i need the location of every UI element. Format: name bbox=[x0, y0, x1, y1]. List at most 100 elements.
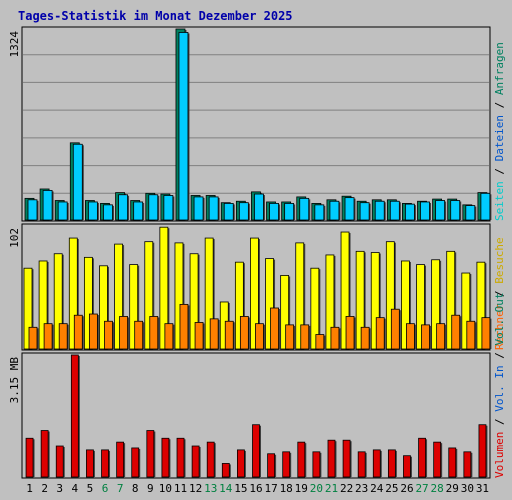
dateien-bar-day-16 bbox=[254, 193, 264, 221]
volumen-bar-day-4 bbox=[70, 354, 79, 478]
day-label-7: 7 bbox=[117, 482, 124, 495]
besuche-bar-day-8 bbox=[129, 264, 139, 350]
dateien-bar-day-26 bbox=[405, 203, 415, 221]
volumen-bar-day-15 bbox=[237, 449, 245, 478]
volumen-bar-day-11 bbox=[176, 437, 185, 478]
rechner-bar-day-16 bbox=[255, 323, 264, 350]
day-label-25: 25 bbox=[385, 482, 398, 495]
top-side-legend-part: / bbox=[493, 95, 506, 115]
volumen-bar-day-24 bbox=[372, 449, 381, 478]
dateien-bar-day-19 bbox=[299, 197, 310, 221]
rechner-bar-day-19 bbox=[300, 324, 310, 350]
besuche-bar-day-7 bbox=[114, 243, 123, 350]
dateien-bar-day-9 bbox=[148, 194, 159, 221]
besuche-bar-day-1 bbox=[23, 267, 33, 350]
bottom-panel: 3.15 MB bbox=[8, 352, 491, 479]
volumen-bar-day-17 bbox=[267, 453, 275, 478]
rechner-bar-day-4 bbox=[73, 314, 83, 350]
volumen-bar-day-7 bbox=[116, 441, 125, 478]
dateien-bar-day-18 bbox=[284, 203, 295, 221]
middle-panel: 102 bbox=[8, 223, 492, 351]
rechner-bar-day-10 bbox=[164, 323, 174, 350]
dateien-bar-day-11 bbox=[178, 32, 189, 221]
rechner-bar-day-31 bbox=[481, 317, 491, 350]
dateien-bar-day-27 bbox=[420, 201, 430, 221]
volumen-bar-day-26 bbox=[403, 455, 411, 478]
top-side-legend: Seiten / Dateien / Anfragen bbox=[493, 42, 506, 221]
besuche-bar-day-10 bbox=[159, 226, 169, 350]
day-label-3: 3 bbox=[56, 482, 63, 495]
day-label-2: 2 bbox=[41, 482, 48, 495]
chart-panels: 1324 102 3.15 MB bbox=[8, 26, 492, 479]
bottom-side-legend-part: Vol. In bbox=[493, 365, 506, 411]
bottom-side-legend-part: / bbox=[493, 412, 506, 432]
rechner-bar-day-7 bbox=[119, 316, 128, 350]
besuche-bar-day-21 bbox=[325, 254, 335, 350]
dateien-bar-day-14 bbox=[223, 203, 234, 221]
volumen-bar-day-12 bbox=[191, 445, 200, 478]
volumen-bar-day-2 bbox=[40, 430, 49, 478]
rechner-bar-day-1 bbox=[28, 326, 38, 350]
bottom-panel-frame bbox=[21, 352, 491, 479]
besuche-bar-day-28 bbox=[431, 259, 441, 350]
day-label-26: 26 bbox=[400, 482, 413, 495]
volumen-bar-day-30 bbox=[463, 451, 472, 478]
day-label-15: 15 bbox=[234, 482, 247, 495]
besuche-bar-day-3 bbox=[53, 253, 63, 350]
rechner-bar-day-6 bbox=[104, 320, 113, 350]
rechner-bar-day-21 bbox=[330, 326, 340, 350]
dateien-bar-day-24 bbox=[374, 200, 385, 221]
besuche-bar-day-17 bbox=[265, 258, 274, 350]
dateien-bar-day-6 bbox=[103, 204, 113, 221]
dateien-bar-day-25 bbox=[389, 200, 400, 221]
day-label-19: 19 bbox=[295, 482, 308, 495]
day-label-5: 5 bbox=[87, 482, 94, 495]
rechner-bar-day-14 bbox=[224, 320, 234, 350]
middle-side-legend-part: / bbox=[493, 284, 506, 304]
day-label-29: 29 bbox=[446, 482, 459, 495]
volumen-bar-day-19 bbox=[297, 441, 306, 478]
top-side-legend-part: / bbox=[493, 161, 506, 181]
volumen-bar-day-1 bbox=[25, 437, 34, 478]
day-label-12: 12 bbox=[189, 482, 202, 495]
besuche-bar-day-4 bbox=[68, 237, 78, 350]
rechner-bar-day-3 bbox=[58, 323, 68, 350]
day-label-22: 22 bbox=[340, 482, 353, 495]
besuche-bar-day-11 bbox=[174, 242, 184, 350]
besuche-bar-day-20 bbox=[310, 267, 320, 350]
besuche-bar-day-19 bbox=[295, 242, 305, 350]
day-label-17: 17 bbox=[264, 482, 277, 495]
bottom-side-legend-part: Vol. Out bbox=[493, 293, 506, 346]
day-label-16: 16 bbox=[249, 482, 262, 495]
volumen-bar-day-29 bbox=[448, 447, 457, 478]
day-labels: 1 2 3 4 5 6 7 8 9 10 11 12 13 14 15 16 17 18 19 20 21 22 23 24 2… bbox=[26, 482, 489, 495]
day-label-13: 13 bbox=[204, 482, 217, 495]
day-label-31: 31 bbox=[476, 482, 489, 495]
volumen-bar-day-13 bbox=[206, 441, 215, 478]
day-label-1: 1 bbox=[26, 482, 33, 495]
rechner-bar-day-28 bbox=[436, 323, 446, 350]
volumen-bar-day-5 bbox=[86, 449, 94, 478]
besuche-bar-day-2 bbox=[38, 260, 48, 350]
besuche-bar-day-25 bbox=[385, 241, 395, 350]
rechner-bar-day-17 bbox=[270, 307, 279, 350]
top-side-legend-part: Anfragen bbox=[493, 42, 506, 95]
besuche-bar-day-9 bbox=[144, 241, 154, 350]
volumen-bar-day-9 bbox=[146, 430, 155, 478]
middle-side-legend-part: Besuche bbox=[493, 237, 506, 283]
volumen-bar-day-27 bbox=[418, 437, 426, 478]
besuche-bar-day-5 bbox=[83, 256, 93, 350]
volumen-bar-day-22 bbox=[342, 439, 351, 478]
dateien-bar-day-22 bbox=[344, 197, 355, 221]
dateien-bar-day-3 bbox=[57, 201, 68, 221]
besuche-bar-day-22 bbox=[340, 231, 350, 350]
besuche-bar-day-31 bbox=[476, 261, 486, 350]
day-label-27: 27 bbox=[415, 482, 428, 495]
day-label-6: 6 bbox=[102, 482, 109, 495]
dateien-bar-day-21 bbox=[329, 200, 340, 221]
volumen-bar-day-28 bbox=[433, 441, 442, 478]
rechner-bar-day-22 bbox=[345, 316, 355, 350]
dateien-bar-day-5 bbox=[87, 201, 98, 221]
